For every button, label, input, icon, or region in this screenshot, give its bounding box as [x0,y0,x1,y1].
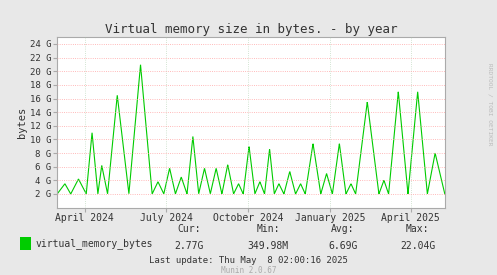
Text: 2.77G: 2.77G [174,241,204,251]
Text: 6.69G: 6.69G [328,241,358,251]
Text: Cur:: Cur: [177,224,201,234]
Text: Munin 2.0.67: Munin 2.0.67 [221,266,276,275]
Text: 349.98M: 349.98M [248,241,289,251]
Text: Avg:: Avg: [331,224,355,234]
Text: Max:: Max: [406,224,429,234]
Text: Last update: Thu May  8 02:00:16 2025: Last update: Thu May 8 02:00:16 2025 [149,256,348,265]
Text: 22.04G: 22.04G [400,241,435,251]
Title: Virtual memory size in bytes. - by year: Virtual memory size in bytes. - by year [105,23,397,36]
Text: RRDTOOL / TOBI OETIKER: RRDTOOL / TOBI OETIKER [487,63,492,146]
Text: Min:: Min: [256,224,280,234]
Y-axis label: bytes: bytes [17,107,27,138]
Text: virtual_memory_bytes: virtual_memory_bytes [36,238,153,249]
